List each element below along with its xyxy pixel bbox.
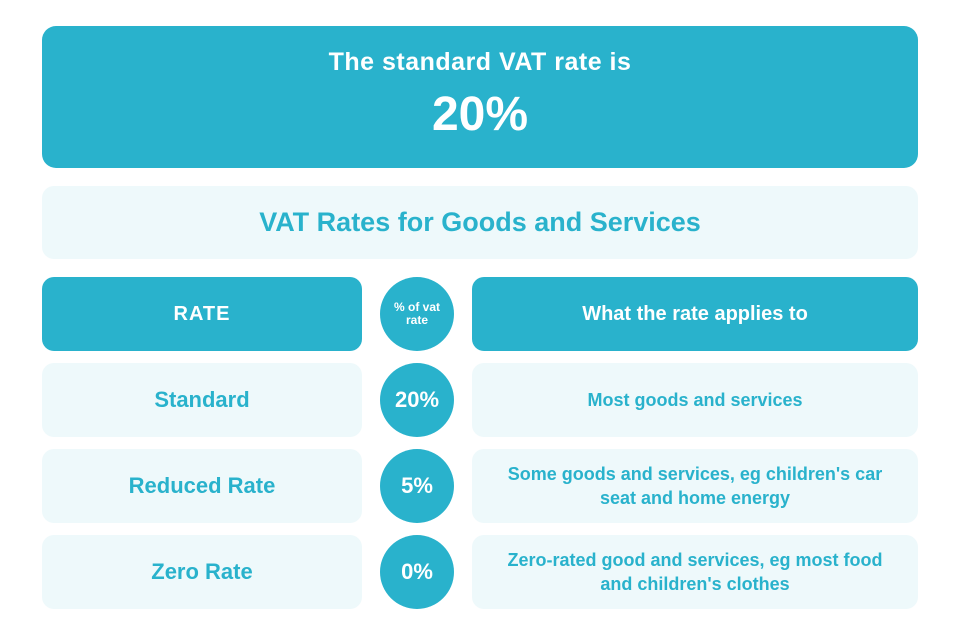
- rate-name: Standard: [42, 363, 362, 437]
- rate-applies: Zero-rated good and services, eg most fo…: [472, 535, 918, 609]
- rate-applies: Some goods and services, eg children's c…: [472, 449, 918, 523]
- rate-pct: 5%: [380, 449, 454, 523]
- section-subtitle: VAT Rates for Goods and Services: [42, 186, 918, 259]
- table-row: Zero Rate 0% Zero-rated good and service…: [42, 535, 918, 609]
- col-header-applies: What the rate applies to: [472, 277, 918, 351]
- vat-infographic: The standard VAT rate is 20% VAT Rates f…: [0, 0, 960, 636]
- vat-rates-table: RATE % of vat rate What the rate applies…: [42, 277, 918, 609]
- headline-rate: 20%: [62, 87, 898, 142]
- col-header-pct-wrap: % of vat rate: [378, 277, 456, 351]
- table-row: Reduced Rate 5% Some goods and services,…: [42, 449, 918, 523]
- rate-name: Zero Rate: [42, 535, 362, 609]
- rate-pct-wrap: 0%: [378, 535, 456, 609]
- col-header-rate: RATE: [42, 277, 362, 351]
- col-header-pct: % of vat rate: [380, 277, 454, 351]
- rate-pct-wrap: 20%: [378, 363, 456, 437]
- rate-name: Reduced Rate: [42, 449, 362, 523]
- headline-banner: The standard VAT rate is 20%: [42, 26, 918, 168]
- rate-pct: 20%: [380, 363, 454, 437]
- rate-pct-wrap: 5%: [378, 449, 456, 523]
- rate-applies: Most goods and services: [472, 363, 918, 437]
- table-header-row: RATE % of vat rate What the rate applies…: [42, 277, 918, 351]
- headline-line1: The standard VAT rate is: [62, 48, 898, 77]
- table-row: Standard 20% Most goods and services: [42, 363, 918, 437]
- rate-pct: 0%: [380, 535, 454, 609]
